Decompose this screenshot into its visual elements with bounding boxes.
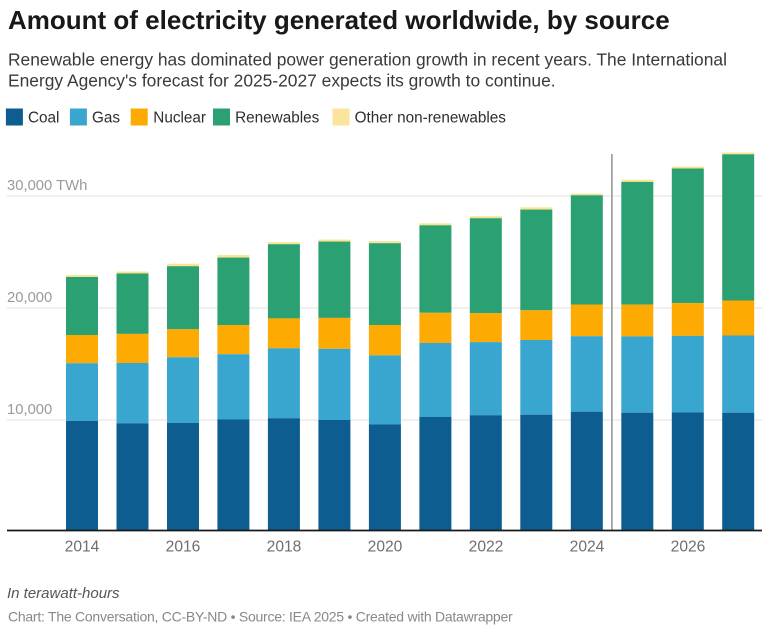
svg-text:Other non-renewables: Other non-renewables [355, 109, 507, 126]
svg-text:In terawatt-hours: In terawatt-hours [7, 585, 120, 602]
svg-text:2018: 2018 [267, 539, 302, 556]
svg-text:2024: 2024 [570, 539, 605, 556]
svg-text:Chart: The Conversation, CC-BY: Chart: The Conversation, CC-BY-ND • Sour… [8, 608, 513, 624]
svg-text:2014: 2014 [65, 539, 100, 556]
svg-text:2016: 2016 [166, 539, 201, 556]
svg-text:30,000 TWh: 30,000 TWh [7, 178, 87, 194]
svg-text:10,000: 10,000 [7, 402, 52, 418]
svg-text:2026: 2026 [671, 539, 706, 556]
svg-text:2022: 2022 [469, 539, 504, 556]
svg-text:Coal: Coal [28, 109, 59, 126]
svg-text:Gas: Gas [92, 109, 120, 126]
svg-text:20,000: 20,000 [7, 290, 52, 306]
svg-text:Amount of electricity generate: Amount of electricity generated worldwid… [8, 5, 670, 35]
svg-text:Renewable energy has dominated: Renewable energy has dominated power gen… [8, 50, 727, 70]
svg-text:Nuclear: Nuclear [153, 109, 206, 126]
svg-text:Renewables: Renewables [235, 109, 320, 126]
svg-text:Energy Agency's forecast for 2: Energy Agency's forecast for 2025-2027 e… [8, 71, 556, 91]
svg-text:2020: 2020 [368, 539, 403, 556]
